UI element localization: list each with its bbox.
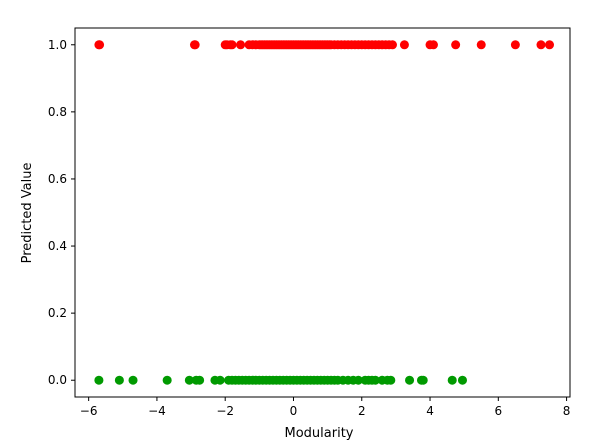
scatter-point: [227, 40, 237, 50]
scatter-point: [236, 40, 246, 50]
scatter-point: [405, 375, 415, 385]
y-tick-label: 1.0: [48, 38, 67, 52]
scatter-point: [190, 40, 200, 50]
scatter-point: [447, 375, 457, 385]
y-tick-label: 0.4: [48, 239, 67, 253]
scatter-point: [94, 375, 104, 385]
y-tick-label: 0.2: [48, 306, 67, 320]
x-tick-label: −4: [148, 404, 166, 418]
y-tick-label: 0.8: [48, 105, 67, 119]
scatter-point: [399, 40, 409, 50]
scatter-point: [428, 40, 438, 50]
x-tick-label: 0: [290, 404, 298, 418]
scatter-point: [457, 375, 467, 385]
x-axis-label: Modularity: [285, 426, 354, 441]
scatter-point: [128, 375, 138, 385]
scatter-point: [162, 375, 172, 385]
axis-ticks: −6 −4 −2 0 2 4 6 8 0.0 0.2 0.4 0.6 0.8 1.0: [48, 38, 571, 418]
data-points: [94, 40, 555, 385]
scatter-point: [353, 375, 363, 385]
plot-area-frame: [74, 27, 571, 398]
scatter-point: [195, 375, 205, 385]
scatter-point: [387, 40, 397, 50]
scatter-point: [476, 40, 486, 50]
scatter-point: [386, 375, 396, 385]
scatter-point: [114, 375, 124, 385]
scatter-point: [95, 40, 105, 50]
x-tick-label: −2: [216, 404, 234, 418]
scatter-point: [510, 40, 520, 50]
y-tick-label: 0.0: [48, 373, 67, 387]
y-tick-label: 0.6: [48, 172, 67, 186]
scatter-point: [370, 375, 380, 385]
scatter-point: [418, 375, 428, 385]
scatter-point: [451, 40, 461, 50]
x-tick-label: 2: [358, 404, 366, 418]
x-tick-label: −6: [80, 404, 98, 418]
y-axis-label: Predicted Value: [20, 163, 35, 264]
scatter-point: [184, 375, 194, 385]
x-tick-label: 8: [563, 404, 571, 418]
scatter-point: [545, 40, 555, 50]
x-tick-label: 4: [426, 404, 434, 418]
x-tick-label: 6: [494, 404, 502, 418]
scatter-point: [536, 40, 546, 50]
scatter-point: [215, 375, 225, 385]
